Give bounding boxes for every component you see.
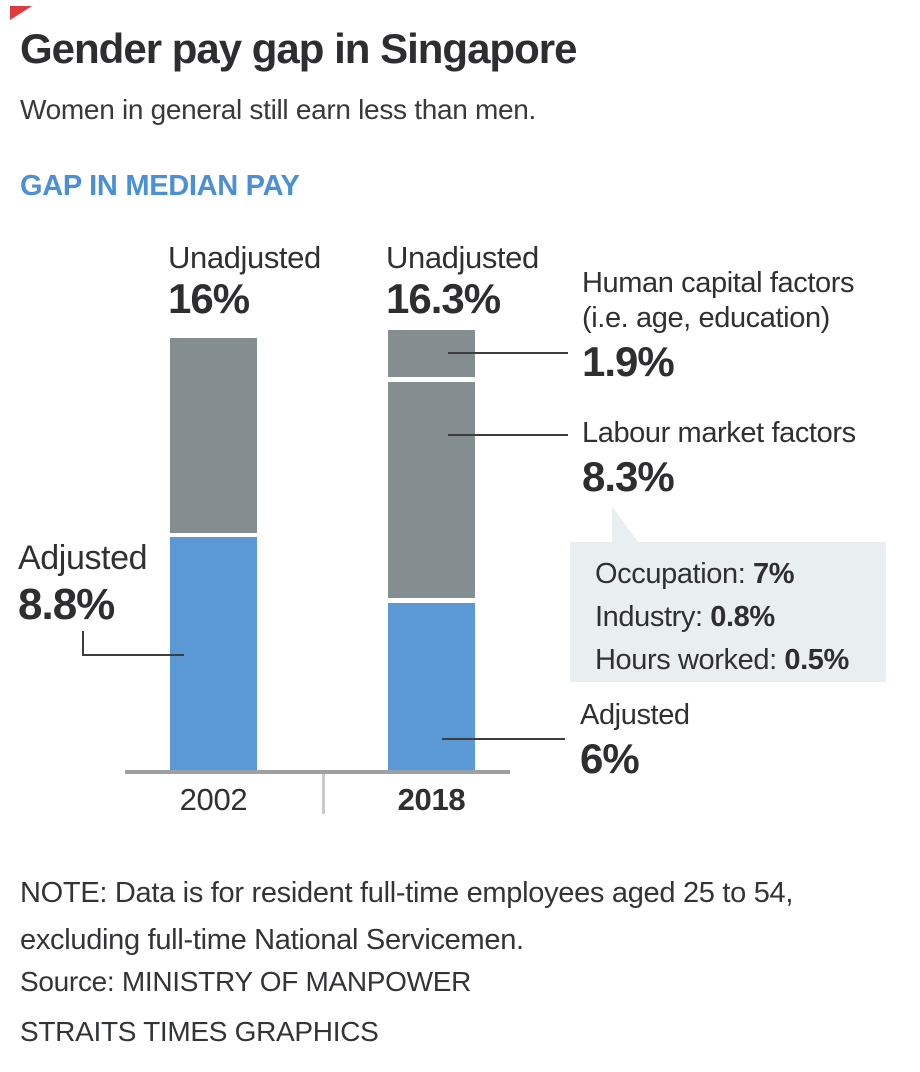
breakdown-row-industry: Industry: 0.8% xyxy=(595,596,886,639)
connector-line-adjusted-2018 xyxy=(442,738,565,740)
red-corner-marker-icon xyxy=(10,6,32,20)
hours-worked-value: 0.5% xyxy=(784,644,849,676)
human-capital-line2: (i.e. age, education) xyxy=(582,302,830,334)
x-axis-label-2018: 2018 xyxy=(397,782,466,817)
connector-line-human-capital xyxy=(448,352,568,354)
bar-2002-unexplained-segment xyxy=(170,338,257,533)
hours-worked-label: Hours worked: xyxy=(595,644,785,676)
breakdown-box-pointer-icon xyxy=(612,506,638,542)
page-subtitle: Women in general still earn less than me… xyxy=(20,94,537,125)
connector-line-adjusted-2002-vertical xyxy=(82,631,84,656)
human-capital-value: 1.9% xyxy=(582,338,675,385)
callout-adjusted-2002: Adjusted 8.8% xyxy=(18,538,148,629)
bar-2018-top-label: Unadjusted 16.3% xyxy=(386,240,606,322)
occupation-value: 7% xyxy=(753,558,795,590)
note-line-2: excluding full-time National Servicemen. xyxy=(20,924,524,956)
callout-labour-market: Labour market factors 8.3% xyxy=(582,416,856,500)
x-axis-divider-tick xyxy=(322,774,325,814)
credit-text: STRAITS TIMES GRAPHICS xyxy=(20,1016,379,1047)
adjusted-2002-value: 8.8% xyxy=(18,580,115,629)
bar-2002-top-label: Unadjusted 16% xyxy=(168,240,388,322)
adjusted-2018-label: Adjusted xyxy=(580,699,690,731)
breakdown-row-hours: Hours worked: 0.5% xyxy=(595,639,886,682)
source-text: Source: MINISTRY OF MANPOWER xyxy=(20,966,472,997)
connector-line-adjusted-2002-horizontal xyxy=(82,654,184,656)
breakdown-row-occupation: Occupation: 7% xyxy=(595,553,886,596)
connector-line-labour-market xyxy=(448,434,568,436)
unadjusted-label-2002: Unadjusted xyxy=(168,240,321,275)
bar-2002-adjusted-segment xyxy=(170,537,257,773)
human-capital-line1: Human capital factors xyxy=(582,267,855,299)
occupation-label: Occupation: xyxy=(595,558,754,590)
labour-market-value: 8.3% xyxy=(582,453,675,500)
labour-market-label: Labour market factors xyxy=(582,417,856,449)
bar-2018-labour-market-segment xyxy=(388,382,475,598)
adjusted-2002-label: Adjusted xyxy=(18,539,148,577)
x-axis-line xyxy=(125,770,510,774)
labour-market-breakdown-box: Occupation: 7% Industry: 0.8% Hours work… xyxy=(570,506,886,682)
x-axis-label-2002: 2002 xyxy=(179,782,248,817)
callout-human-capital: Human capital factors (i.e. age, educati… xyxy=(582,266,854,385)
note-text: NOTE: Data is for resident full-time emp… xyxy=(20,870,905,964)
unadjusted-value-2018: 16.3% xyxy=(386,275,501,322)
adjusted-2018-value: 6% xyxy=(580,735,640,782)
bar-2018-adjusted-segment xyxy=(388,603,475,773)
unadjusted-value-2002: 16% xyxy=(168,275,250,322)
chart-section-label: GAP IN MEDIAN PAY xyxy=(20,170,300,202)
unadjusted-label-2018: Unadjusted xyxy=(386,240,539,275)
industry-value: 0.8% xyxy=(710,601,775,633)
industry-label: Industry: xyxy=(595,601,711,633)
note-line-1: NOTE: Data is for resident full-time emp… xyxy=(20,877,794,909)
page-title: Gender pay gap in Singapore xyxy=(20,25,577,72)
callout-adjusted-2018: Adjusted 6% xyxy=(580,698,690,782)
